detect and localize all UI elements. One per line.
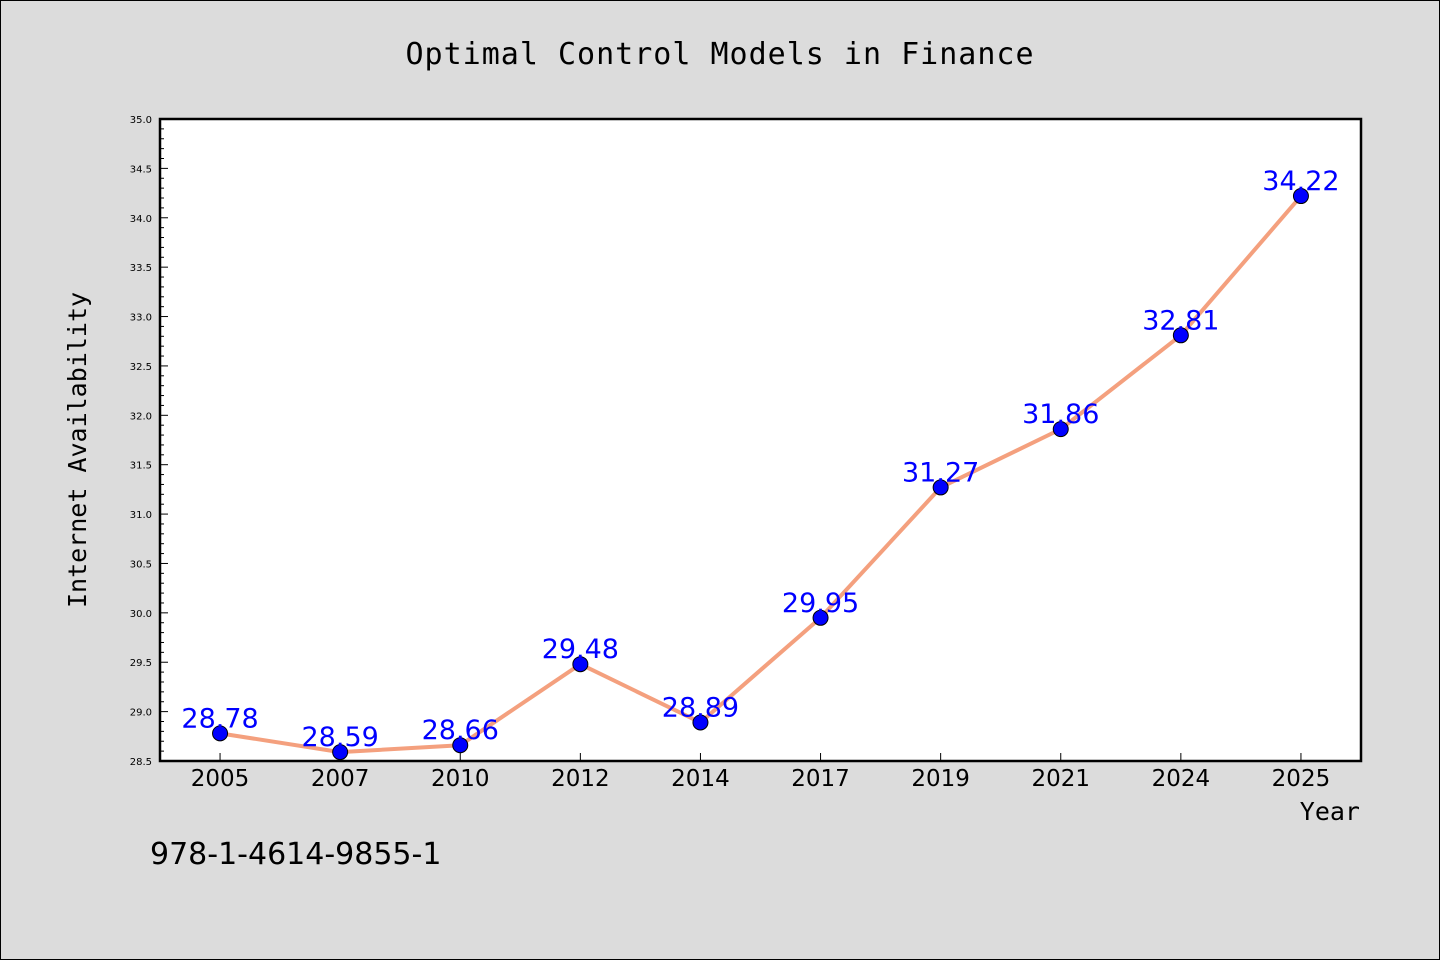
series-markers bbox=[212, 188, 1309, 761]
data-label: 31.27 bbox=[902, 457, 979, 488]
y-tick-label: 33.5 bbox=[130, 263, 152, 274]
x-tick-label: 2019 bbox=[911, 766, 970, 792]
x-tick-label: 2025 bbox=[1272, 766, 1331, 792]
y-tick-label: 30.0 bbox=[130, 609, 152, 620]
data-label: 29.48 bbox=[542, 634, 619, 665]
data-label: 32.81 bbox=[1142, 305, 1219, 336]
data-point bbox=[212, 725, 229, 742]
data-labels: 28.78 28.59 28.66 29.48 28.89 29.95 31.27 31.86… bbox=[181, 166, 1339, 753]
data-point bbox=[932, 479, 949, 496]
y-tick-label: 32.5 bbox=[130, 362, 152, 373]
y-tick-label: 29.5 bbox=[130, 658, 152, 669]
y-tick-label: 32.0 bbox=[130, 411, 152, 422]
y-tick-label: 31.5 bbox=[130, 461, 152, 472]
y-tick-label: 33.0 bbox=[130, 313, 152, 324]
data-label: 28.66 bbox=[422, 715, 499, 746]
x-tick-label: 2005 bbox=[191, 766, 250, 792]
data-point bbox=[1292, 188, 1309, 205]
y-axis: 28.5 29.0 29.5 30.0 30.5 31.0 31.5 32.0 32.5 33.0… bbox=[130, 115, 168, 768]
x-tick-label: 2014 bbox=[671, 766, 730, 792]
x-axis-title: Year bbox=[1300, 797, 1360, 826]
x-tick-label: 2017 bbox=[791, 766, 850, 792]
y-tick-label: 34.0 bbox=[130, 214, 152, 225]
data-label: 28.59 bbox=[302, 722, 379, 753]
y-tick-label: 29.0 bbox=[130, 708, 152, 719]
data-label: 34.22 bbox=[1262, 166, 1339, 197]
x-axis: 2005 2007 2010 2012 2014 2017 2019 2021 2024 2025 bbox=[191, 753, 1330, 792]
data-point bbox=[332, 744, 349, 761]
data-label: 28.78 bbox=[181, 703, 258, 734]
data-point bbox=[452, 737, 469, 754]
data-label: 29.95 bbox=[782, 588, 859, 619]
x-tick-label: 2024 bbox=[1152, 766, 1211, 792]
y-axis-title: Internet Availability bbox=[63, 292, 92, 608]
data-point bbox=[692, 714, 709, 731]
data-point bbox=[572, 656, 589, 673]
x-tick-label: 2012 bbox=[551, 766, 610, 792]
data-point bbox=[1172, 327, 1189, 344]
plot-area bbox=[158, 117, 1363, 763]
x-tick-label: 2007 bbox=[311, 766, 370, 792]
x-tick-label: 2021 bbox=[1031, 766, 1090, 792]
chart-title: Optimal Control Models in Finance bbox=[405, 37, 1034, 72]
isbn-text: 978-1-4614-9855-1 bbox=[150, 837, 441, 872]
data-point bbox=[812, 609, 829, 626]
data-label: 28.89 bbox=[662, 692, 739, 723]
y-tick-label: 31.0 bbox=[130, 510, 152, 521]
data-point bbox=[1052, 421, 1069, 438]
y-tick-label: 28.5 bbox=[130, 757, 152, 768]
series-line bbox=[219, 194, 1303, 755]
y-tick-label: 30.5 bbox=[130, 559, 152, 570]
y-tick-label: 34.5 bbox=[130, 164, 152, 175]
data-label: 31.86 bbox=[1022, 399, 1099, 430]
x-tick-label: 2010 bbox=[431, 766, 490, 792]
y-tick-label: 35.0 bbox=[130, 115, 152, 126]
